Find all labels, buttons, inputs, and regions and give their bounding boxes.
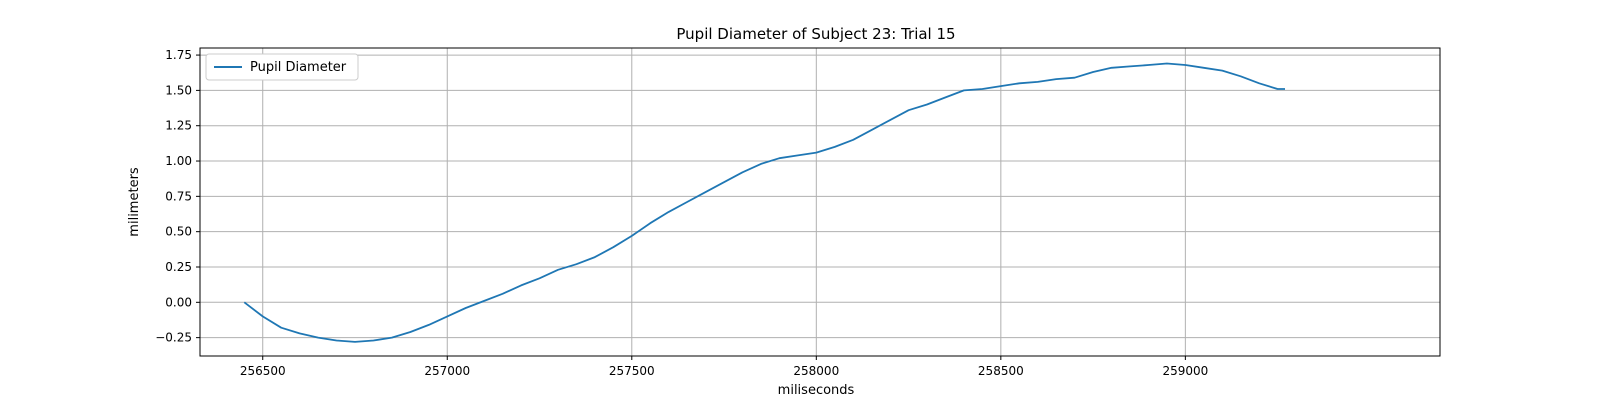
x-tick-label: 258000	[793, 364, 839, 378]
x-tick-label: 257000	[424, 364, 470, 378]
x-tick-label: 259000	[1162, 364, 1208, 378]
legend-label: Pupil Diameter	[250, 60, 347, 75]
y-tick-label: 1.25	[165, 119, 192, 133]
y-tick-label: 1.50	[165, 83, 192, 97]
y-tick-label: 0.50	[165, 225, 192, 239]
x-tick-label: 257500	[609, 364, 655, 378]
x-axis: 256500 257000 257500 258000 258500 259000	[240, 356, 1208, 378]
chart-title: Pupil Diameter of Subject 23: Trial 15	[676, 25, 955, 43]
y-tick-label: −0.25	[155, 331, 192, 345]
legend-box	[205, 53, 359, 81]
y-tick-label: 0.25	[165, 260, 192, 274]
y-axis: −0.25 0.00 0.25 0.50 0.75 1.00 1.25 1.50 1.75	[155, 48, 200, 345]
y-tick-label: 1.00	[165, 154, 192, 168]
y-axis-label: milimeters	[127, 167, 142, 237]
grid	[200, 48, 1440, 356]
x-tick-label: 258500	[978, 364, 1024, 378]
series-layer	[243, 62, 1285, 343]
x-axis-label: miliseconds	[778, 383, 855, 398]
x-tick-label: 256500	[240, 364, 286, 378]
y-tick-label: 1.75	[165, 48, 192, 62]
y-tick-label: 0.00	[165, 295, 192, 309]
plot-frame	[199, 47, 1441, 357]
y-tick-label: 0.75	[165, 189, 192, 203]
legend: Pupil Diameter	[205, 53, 359, 81]
series-line-pupil-diameter	[243, 62, 1285, 343]
